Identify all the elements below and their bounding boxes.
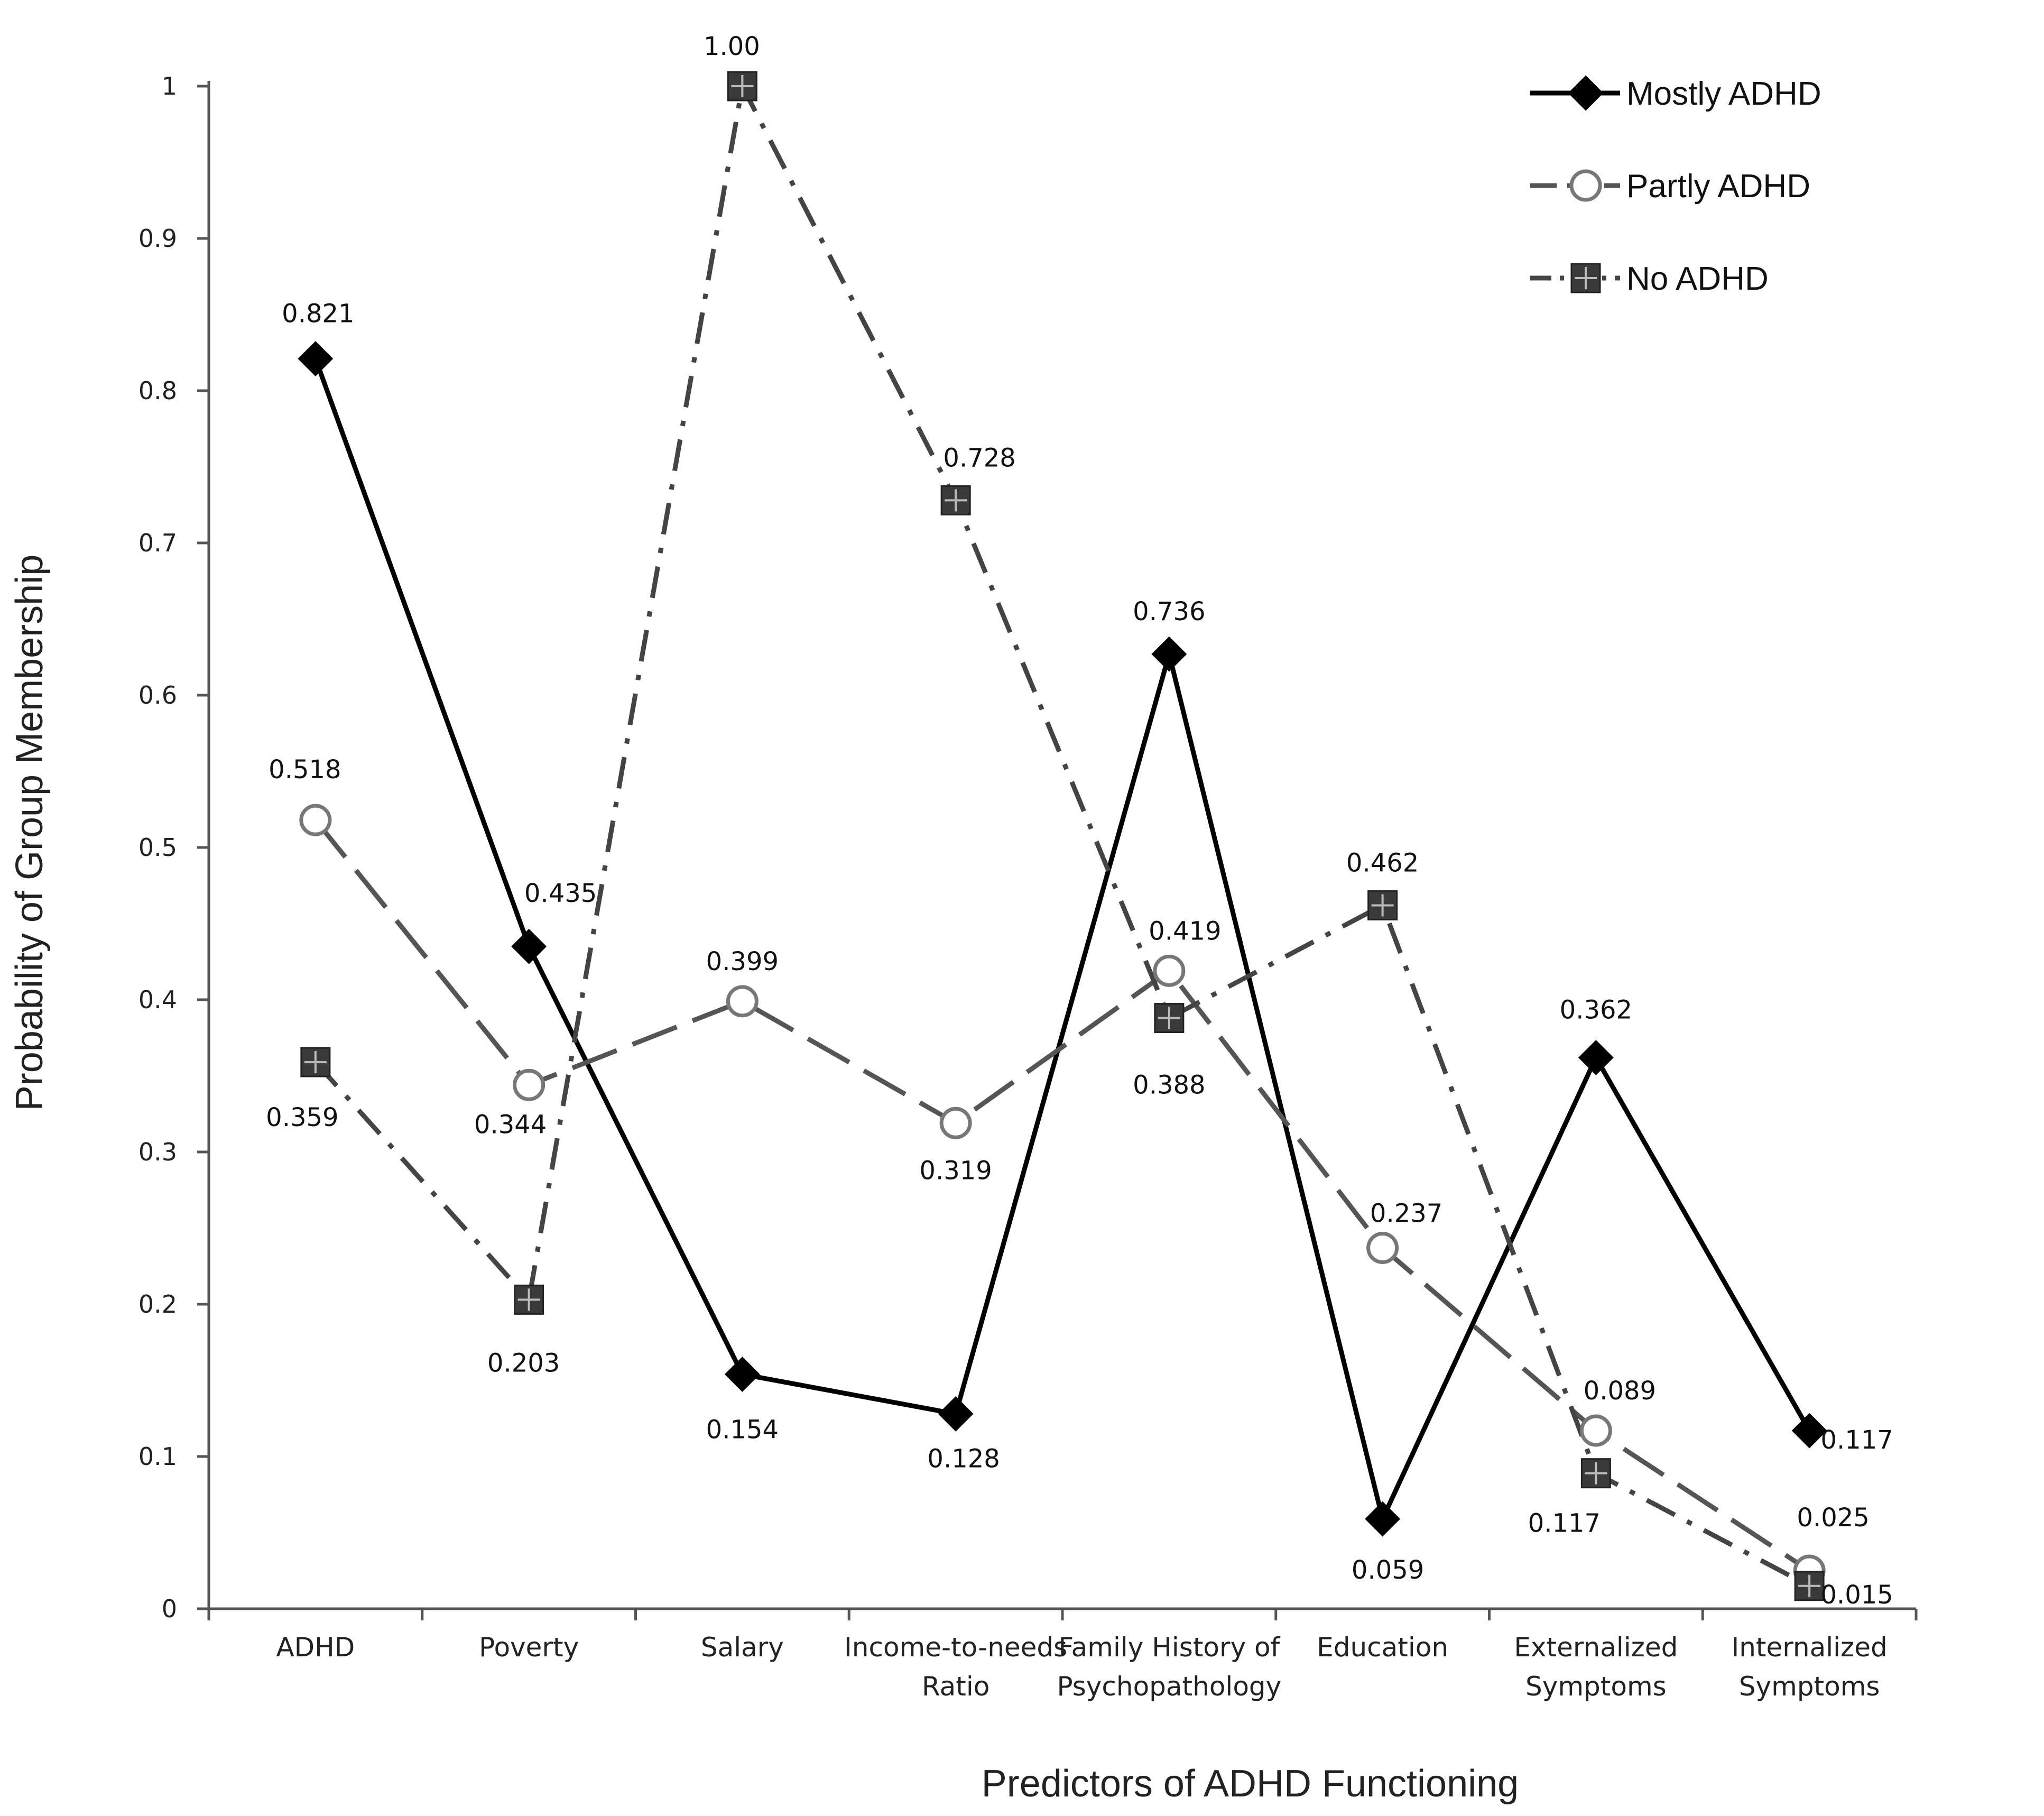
point-marker [1579,1414,1612,1447]
point-marker [299,804,332,836]
y-tick-label: 0.3 [138,1138,177,1166]
y-tick-label: 0.2 [138,1290,177,1319]
point-marker [724,1357,760,1392]
data-label: 0.518 [269,755,341,785]
y-tick-label: 0.1 [138,1442,177,1471]
legend-label: No ADHD [1626,261,1769,297]
series-line-partly-adhd [313,818,1811,1573]
point-marker [514,1284,544,1315]
point-marker [1580,1458,1611,1489]
x-ticks: ADHD Poverty Salary Income-to-needs RatioFam… [207,1609,1918,1702]
legend-label: Mostly ADHD [1626,76,1821,112]
y-tick-label: 0 [162,1594,177,1623]
axes [207,81,1916,1610]
y-tick-label: 0.5 [138,833,177,862]
point-marker [1568,75,1604,111]
x-tick-label: Family History of Psychopathology [1057,1632,1281,1702]
y-axis-title: Probability of Group Membership [8,555,51,1111]
point-marker [939,1107,972,1139]
legend-item: Partly ADHD [1530,168,1810,205]
point-marker [727,71,757,102]
x-tick-label: Salary [701,1632,784,1663]
series-line-mostly-adhd [313,357,1812,1526]
data-label: 0.117 [1820,1425,1893,1455]
data-label: 0.237 [1370,1199,1442,1228]
y-ticks: 0 0.1 0.2 0.3 0.4 0.5 0.6 0.7 0.8 0.9 1 [138,72,209,1623]
data-label: 0.462 [1346,848,1419,878]
point-marker [1367,890,1398,920]
legend: Mostly ADHD Partly ADHD No ADHD [1530,75,1821,297]
legend-item: No ADHD [1530,261,1769,297]
data-label: 0.388 [1133,1071,1205,1100]
point-marker [940,485,971,515]
data-label: 0.435 [524,879,597,908]
point-marker [1578,1040,1614,1075]
data-label: 0.025 [1797,1503,1869,1533]
x-tick-label: Externalized Symptoms [1514,1632,1678,1702]
data-label: 0.015 [1820,1580,1893,1610]
x-tick-label: ADHD [276,1632,355,1663]
point-marker [511,928,547,964]
data-label: 0.154 [706,1415,779,1444]
data-label: 0.059 [1352,1555,1424,1585]
point-marker [1791,1413,1827,1449]
x-tick-label: Internalized Symptoms [1731,1632,1887,1702]
x-axis-title: Predictors of ADHD Functioning [982,1763,1519,1805]
point-marker [1569,169,1602,202]
data-label: 0.821 [282,299,354,329]
point-marker [1153,954,1186,987]
data-label: 0.089 [1584,1376,1656,1406]
y-tick-label: 0.9 [138,224,177,253]
data-label: 0.362 [1560,995,1632,1025]
data-label: 0.399 [706,947,779,976]
y-tick-label: 0.4 [138,985,177,1014]
x-tick-label: Education [1317,1632,1448,1663]
point-marker [298,341,334,376]
point-marker [938,1396,974,1432]
point-marker [1154,1003,1185,1034]
data-label: 0.117 [1528,1509,1601,1538]
series-line-no-adhd [313,79,1811,1588]
point-marker [1365,1501,1401,1537]
data-label: 0.359 [266,1103,338,1132]
point-marker [300,1047,331,1077]
legend-item: Mostly ADHD [1530,75,1821,112]
x-tick-label: Income-to-needs Ratio [844,1632,1067,1702]
data-label: 0.344 [474,1110,547,1139]
data-label: 1.00 [704,32,760,61]
point-marker [1151,636,1187,672]
point-marker [726,985,759,1018]
series-lines [313,79,1812,1588]
y-tick-label: 0.8 [138,376,177,405]
y-tick-label: 0.7 [138,529,177,557]
point-marker [513,1068,545,1101]
data-label: 0.419 [1149,916,1221,946]
y-tick-label: 0.6 [138,681,177,709]
point-marker [1366,1231,1399,1264]
x-tick-label: Poverty [479,1632,579,1663]
legend-label: Partly ADHD [1626,168,1810,205]
y-tick-label: 1 [162,72,177,100]
data-label: 0.319 [919,1156,992,1185]
data-label: 0.203 [487,1348,560,1378]
data-labels: 0.821 0.435 0.154 0.128 0.736 0.059 0.362 0.117… [266,32,1893,1610]
series-markers [298,71,1827,1601]
data-label: 0.128 [927,1444,1000,1473]
point-marker [1794,1571,1825,1601]
point-marker [1570,263,1601,293]
data-label: 0.736 [1133,597,1205,626]
data-label: 0.728 [943,443,1015,473]
